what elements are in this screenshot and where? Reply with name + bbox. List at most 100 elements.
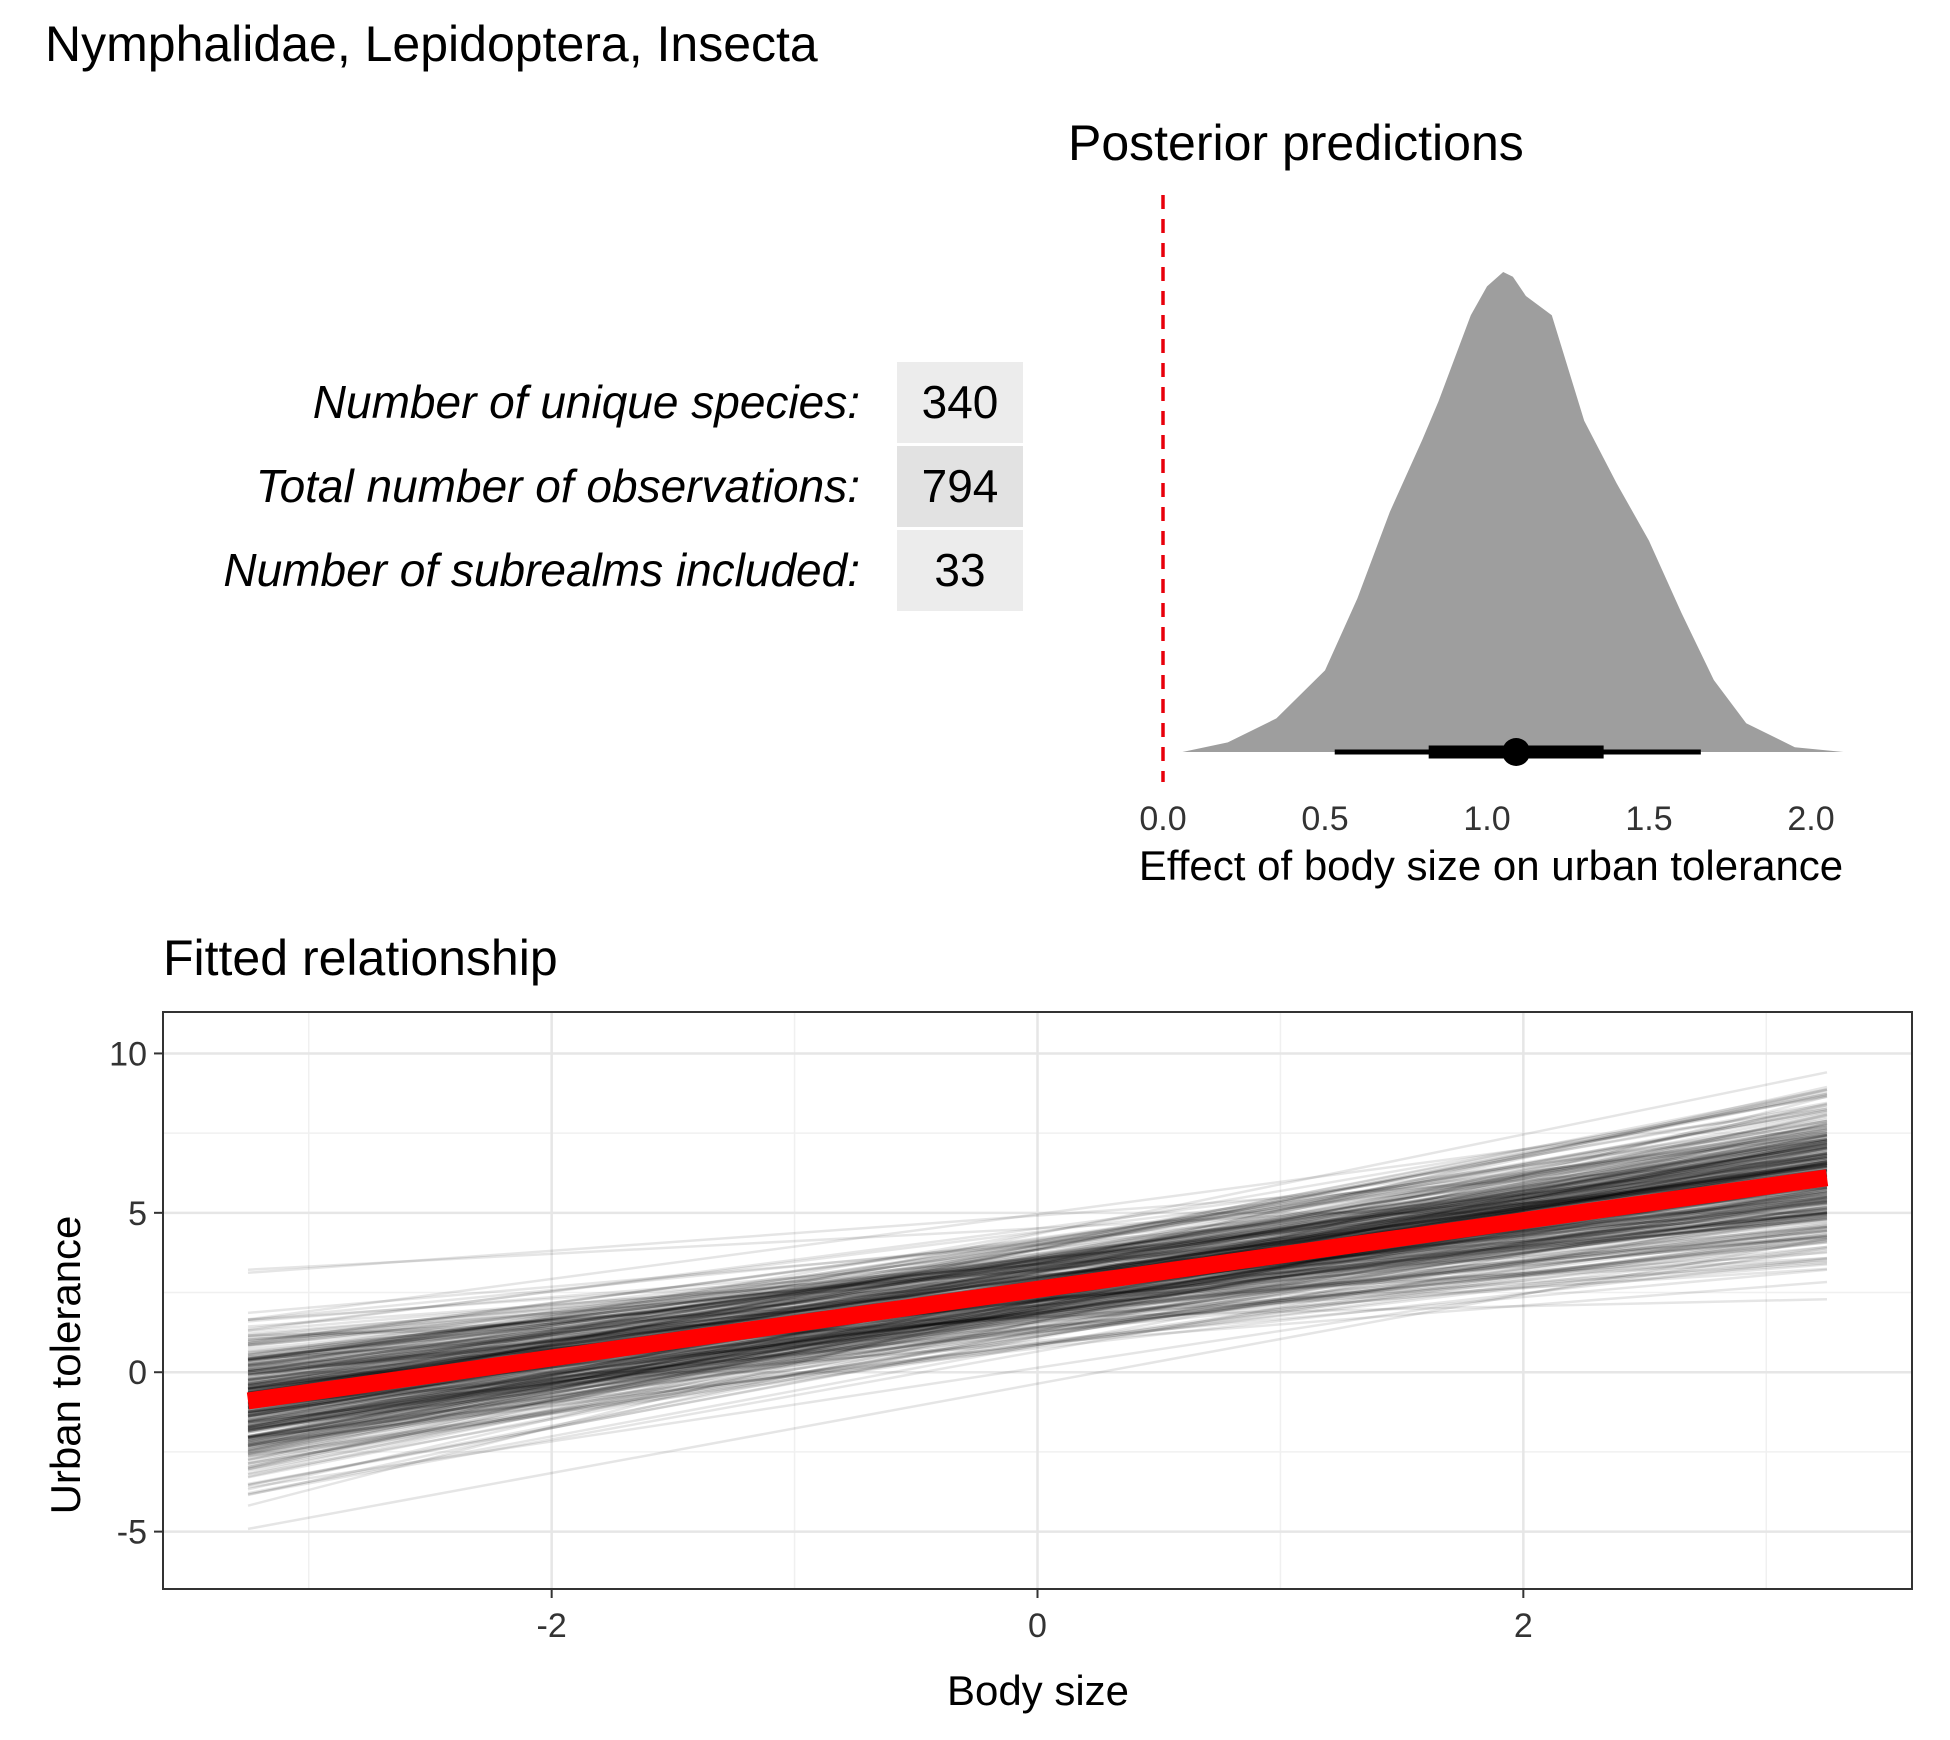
- posterior-draw-line: [247, 1178, 1828, 1452]
- posterior-draw-line: [247, 1162, 1828, 1392]
- posterior-draw-line: [247, 1217, 1828, 1440]
- stat-label-observations: Total number of observations:: [255, 460, 860, 512]
- posterior-draw-line: [247, 1205, 1828, 1430]
- posterior-draw-line: [247, 1259, 1828, 1341]
- posterior-draw-line: [247, 1094, 1828, 1405]
- posterior-draw-line: [247, 1141, 1828, 1478]
- posterior-draw-line: [247, 1088, 1828, 1447]
- posterior-draw-line: [247, 1171, 1828, 1361]
- posterior-draw-line: [247, 1228, 1828, 1431]
- posterior-draw-line: [247, 1095, 1828, 1507]
- stat-value-subrealms: 33: [897, 530, 1023, 611]
- posterior-draw-line: [247, 1142, 1828, 1382]
- posterior-draw-line: [247, 1131, 1828, 1381]
- posterior-draw-line: [247, 1202, 1828, 1417]
- posterior-draw-line: [247, 1118, 1828, 1365]
- stats-table: Number of unique species: 340 Total numb…: [0, 360, 1030, 615]
- posterior-x-ticks: 0.0 0.5 1.0 1.5 2.0: [1139, 800, 1834, 838]
- posterior-draw-line: [247, 1205, 1828, 1449]
- posterior-draw-line: [247, 1240, 1828, 1447]
- posterior-draw-line: [247, 1163, 1828, 1345]
- posterior-draw-line: [247, 1157, 1828, 1275]
- posterior-draw-line: [247, 1119, 1828, 1362]
- posterior-draw-line: [247, 1202, 1828, 1418]
- posterior-draw-line: [247, 1131, 1828, 1360]
- posterior-draw-line: [247, 1125, 1828, 1332]
- posterior-draw-line: [247, 1123, 1828, 1396]
- posterior-draw-line: [247, 1209, 1828, 1414]
- posterior-draw-line: [247, 1165, 1828, 1386]
- posterior-draw-line: [247, 1127, 1828, 1364]
- posterior-draw-line: [247, 1109, 1828, 1384]
- posterior-draw-line: [247, 1250, 1828, 1439]
- posterior-draw-line: [247, 1146, 1828, 1381]
- posterior-draw-line: [247, 1164, 1828, 1390]
- posterior-draw-line: [247, 1101, 1828, 1387]
- posterior-draw-line: [247, 1198, 1828, 1428]
- posterior-draw-line: [247, 1221, 1828, 1381]
- posterior-draw-line: [247, 1199, 1828, 1444]
- posterior-draw-line: [247, 1204, 1828, 1448]
- posterior-draw-line: [247, 1132, 1828, 1393]
- posterior-draw-line: [247, 1169, 1828, 1356]
- posterior-draw-line: [247, 1162, 1828, 1359]
- posterior-draw-line: [247, 1128, 1828, 1390]
- fitted-y-tick-label: 0: [128, 1354, 147, 1392]
- posterior-draw-line: [247, 1168, 1828, 1388]
- posterior-draw-line: [247, 1237, 1828, 1420]
- posterior-draw-line: [247, 1189, 1828, 1443]
- posterior-draw-line: [247, 1267, 1828, 1368]
- posterior-draw-line: [247, 1181, 1828, 1428]
- posterior-draw-line: [247, 1175, 1828, 1315]
- posterior-draw-line: [247, 1139, 1828, 1464]
- posterior-draw-line: [247, 1147, 1828, 1387]
- posterior-predictions-chart: Posterior predictions 0.0 0.5 1.0 1.5 2.0 Ef…: [1068, 115, 1867, 889]
- posterior-draw-line: [247, 1180, 1828, 1439]
- posterior-draw-line: [247, 1133, 1828, 1331]
- posterior-draw-line: [247, 1153, 1828, 1445]
- fitted-y-tick-label: 5: [128, 1195, 147, 1233]
- fitted-y-tick-label: -5: [117, 1514, 147, 1552]
- posterior-draw-line: [247, 1165, 1828, 1361]
- posterior-draw-line: [247, 1239, 1828, 1424]
- point-estimate-dot: [1502, 738, 1531, 766]
- posterior-draw-line: [247, 1095, 1828, 1370]
- posterior-chart-title: Posterior predictions: [1068, 115, 1524, 171]
- posterior-draw-line: [247, 1090, 1828, 1400]
- posterior-draw-line: [247, 1157, 1828, 1366]
- posterior-draw-line: [247, 1157, 1828, 1373]
- posterior-draw-line: [247, 1215, 1828, 1432]
- posterior-draw-line: [247, 1176, 1828, 1487]
- posterior-draw-line: [247, 1186, 1828, 1476]
- posterior-draw-line: [247, 1140, 1828, 1397]
- posterior-draw-line: [247, 1212, 1828, 1338]
- posterior-draw-line: [247, 1092, 1828, 1404]
- posterior-draw-line: [247, 1135, 1828, 1470]
- posterior-draw-line: [247, 1207, 1828, 1407]
- posterior-draw-line: [247, 1126, 1828, 1394]
- posterior-draw-line: [247, 1164, 1828, 1357]
- fitted-x-tick-label: -2: [537, 1607, 567, 1645]
- posterior-draw-line: [247, 1168, 1828, 1348]
- posterior-draw-line: [247, 1215, 1828, 1458]
- fitted-relationship-chart: Fitted relationship -2 0 2 -5 0 5 10 Body siz…: [42, 930, 1913, 1714]
- fitted-x-tick-label: 2: [1514, 1607, 1533, 1645]
- posterior-draw-line: [247, 1225, 1828, 1375]
- posterior-draw-line: [247, 1246, 1828, 1489]
- posterior-draw-line: [247, 1232, 1828, 1458]
- posterior-draw-line: [247, 1226, 1828, 1414]
- posterior-draw-line: [247, 1229, 1828, 1438]
- posterior-draw-line: [247, 1152, 1828, 1361]
- posterior-draw-line: [247, 1224, 1828, 1424]
- posterior-draw-line: [247, 1234, 1828, 1459]
- posterior-draw-line: [247, 1123, 1828, 1399]
- posterior-draw-line: [247, 1248, 1828, 1410]
- posterior-draw-line: [247, 1133, 1828, 1386]
- posterior-draw-line: [247, 1134, 1828, 1345]
- posterior-draw-line: [247, 1166, 1828, 1390]
- posterior-draw-line: [247, 1156, 1828, 1372]
- posterior-draw-line: [247, 1157, 1828, 1343]
- posterior-draw-line: [247, 1124, 1828, 1384]
- posterior-draw-line: [247, 1187, 1828, 1487]
- fitted-x-tick-label: 0: [1028, 1607, 1047, 1645]
